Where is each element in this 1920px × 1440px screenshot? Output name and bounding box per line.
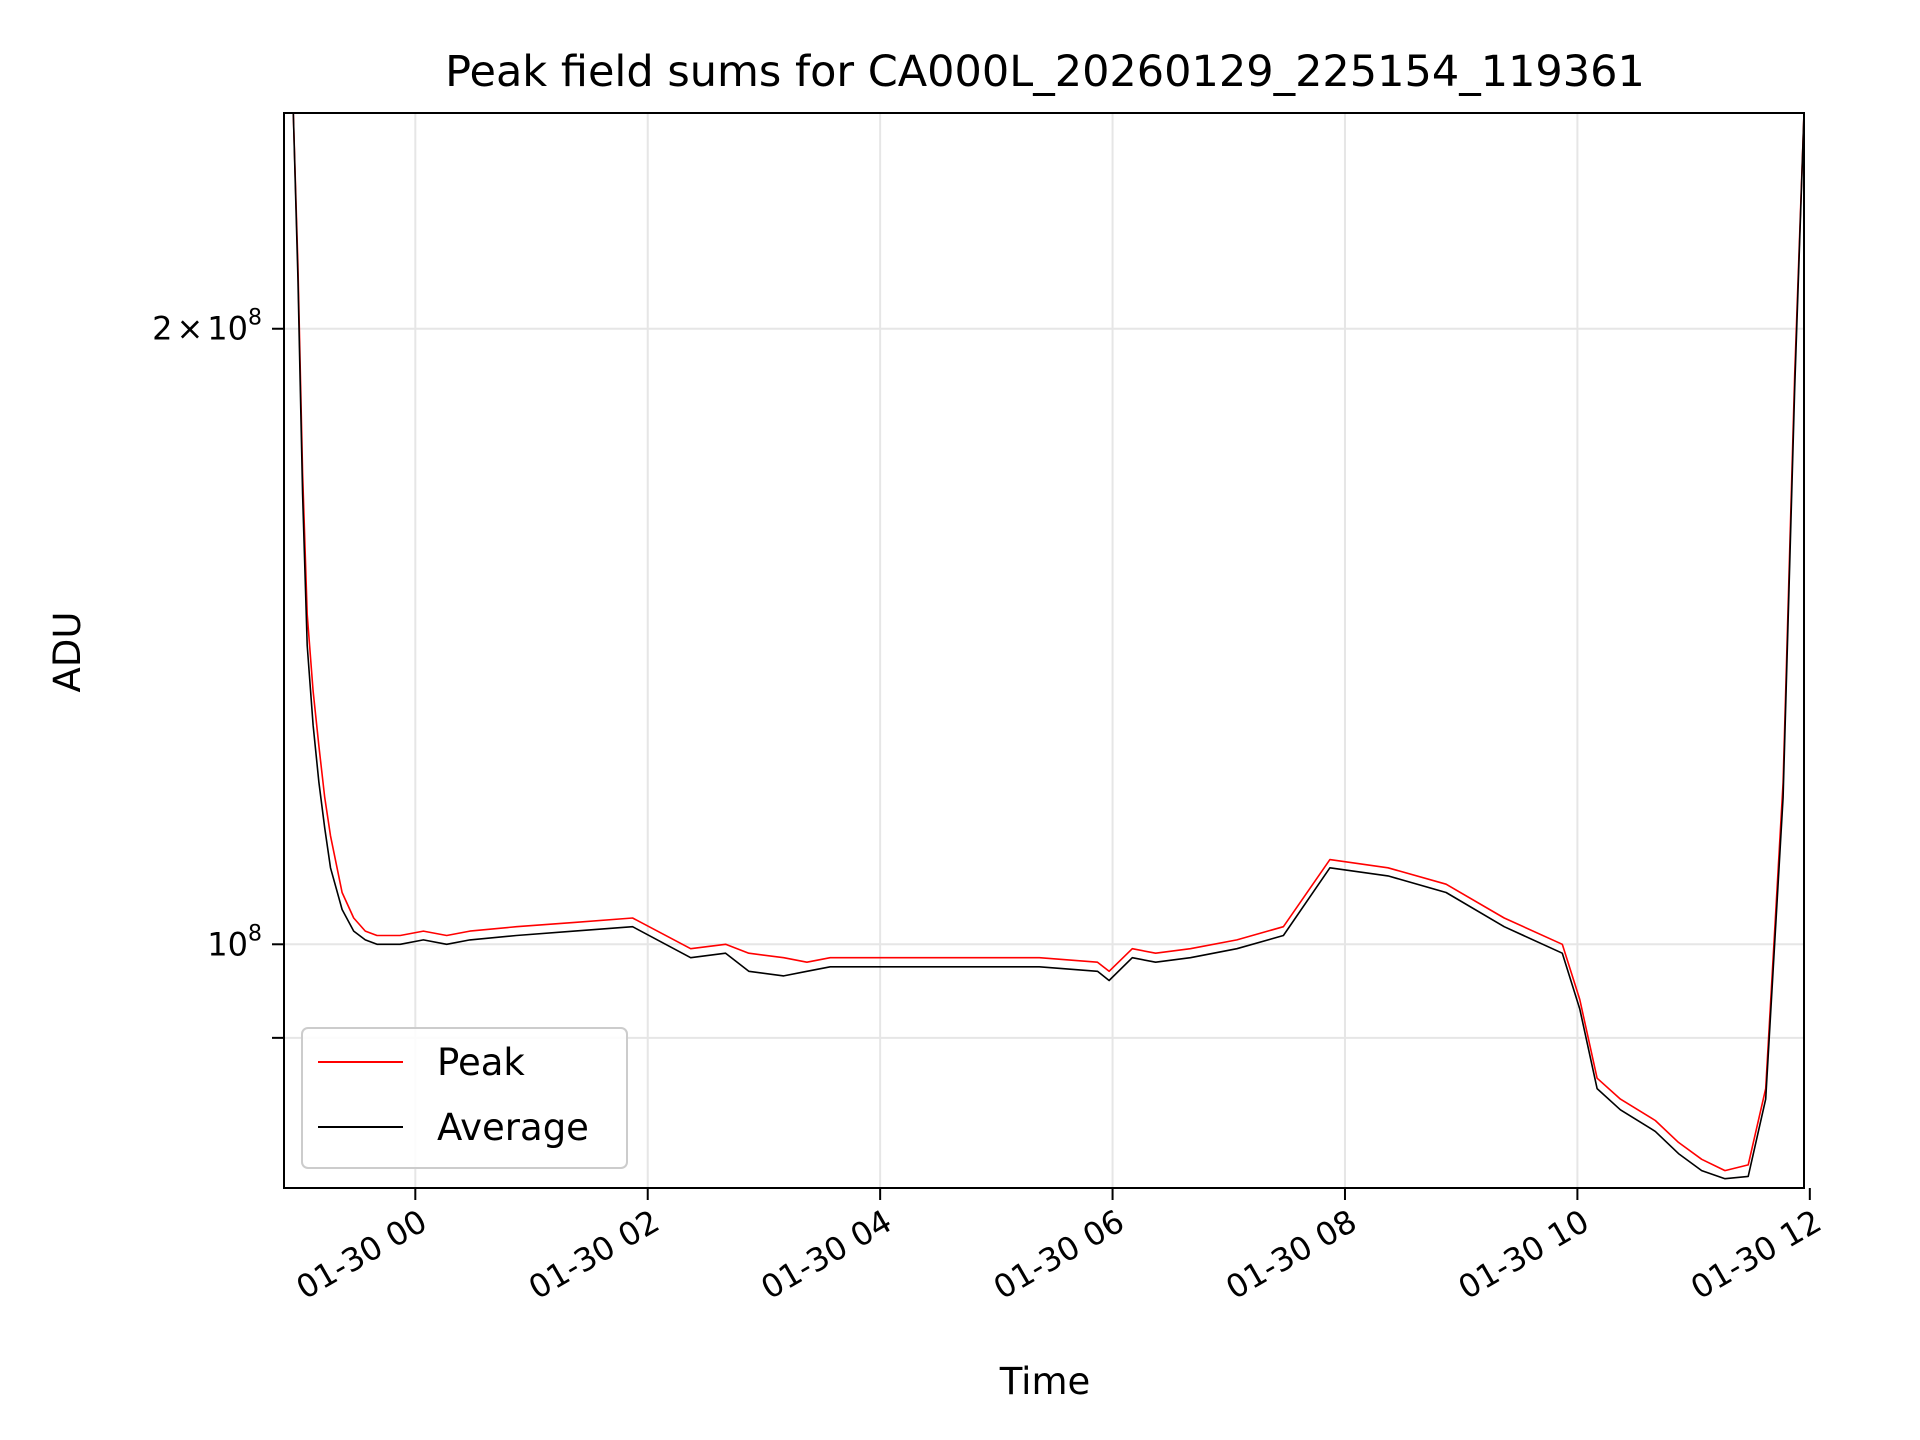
y-tick-exponent: 8 [248, 306, 262, 331]
x-tick-label: 01-30 00 [290, 1202, 434, 1307]
legend-label-average: Average [437, 1106, 589, 1149]
legend-label-peak: Peak [437, 1041, 525, 1084]
series-line-peak [292, 112, 1805, 1172]
plot-series [292, 112, 1805, 1180]
x-tick-label: 01-30 10 [1452, 1202, 1596, 1307]
y-tick-mantissa: 2 [152, 310, 172, 348]
x-tick-label: 01-30 02 [522, 1202, 666, 1307]
x-tick-label: 01-30 08 [1219, 1202, 1363, 1307]
series-line-average [292, 112, 1805, 1180]
y-tick-base: 10 [207, 310, 248, 348]
x-axis-label: Time [999, 1360, 1091, 1403]
y-tick-times: × [176, 310, 203, 348]
legend: Peak Average [301, 1027, 628, 1169]
y-axis-label: ADU [46, 612, 89, 693]
x-tick-label: 01-30 04 [755, 1202, 899, 1307]
chart-title: Peak field sums for CA000L_20260129_2251… [445, 47, 1645, 97]
plot-frame [283, 112, 1805, 1189]
y-tick-exponent: 8 [248, 921, 262, 946]
y-tick-base: 10 [207, 925, 248, 963]
x-tick-label: 01-30 12 [1684, 1202, 1828, 1307]
x-axis-ticks: 01-30 00 01-30 02 01-30 04 01-30 06 01-30 08… [290, 1188, 1828, 1307]
grid-lines [284, 113, 1804, 1188]
y-tick-label: 108 [207, 921, 262, 963]
x-tick-label: 01-30 06 [987, 1202, 1131, 1307]
y-tick-label: 2 × 108 [152, 306, 262, 348]
